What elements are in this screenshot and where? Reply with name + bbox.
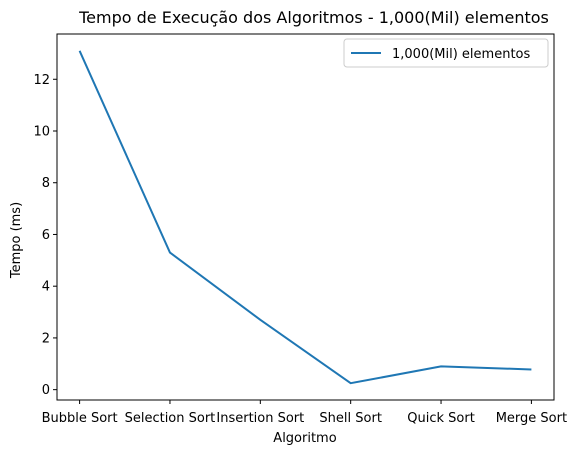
- y-tick-label: 6: [42, 228, 50, 243]
- legend-box: [343, 38, 549, 68]
- y-tick-label: 4: [42, 280, 50, 295]
- x-axis-label: Algoritmo: [273, 431, 336, 446]
- y-axis-label: Tempo (ms): [9, 202, 24, 279]
- y-tick-label: 2: [42, 331, 50, 346]
- x-tick-label: Selection Sort: [125, 411, 216, 426]
- legend-label: 1,000(Mil) elementos: [392, 47, 530, 62]
- series-layer: [78, 50, 532, 385]
- x-tick-label: Quick Sort: [407, 411, 475, 426]
- x-tick-label: Insertion Sort: [216, 411, 304, 426]
- x-axis: Bubble Sort Selection Sort Insertion Sort S…: [42, 400, 567, 426]
- plot-area: [56, 33, 555, 401]
- y-tick-label: 10: [33, 124, 50, 139]
- chart-title: Tempo de Execução dos Algoritmos - 1,000…: [78, 8, 549, 27]
- y-tick-label: 8: [42, 176, 50, 191]
- y-axis: 0 2 4 6 8 10 12: [33, 73, 57, 398]
- x-tick-label: Shell Sort: [319, 411, 382, 426]
- x-tick-label: Merge Sort: [496, 411, 567, 426]
- x-tick-label: Bubble Sort: [42, 411, 118, 426]
- legend: 1,000(Mil) elementos: [343, 38, 549, 68]
- series-line: [78, 50, 532, 385]
- y-tick-label: 0: [42, 383, 50, 398]
- y-tick-label: 12: [33, 73, 50, 88]
